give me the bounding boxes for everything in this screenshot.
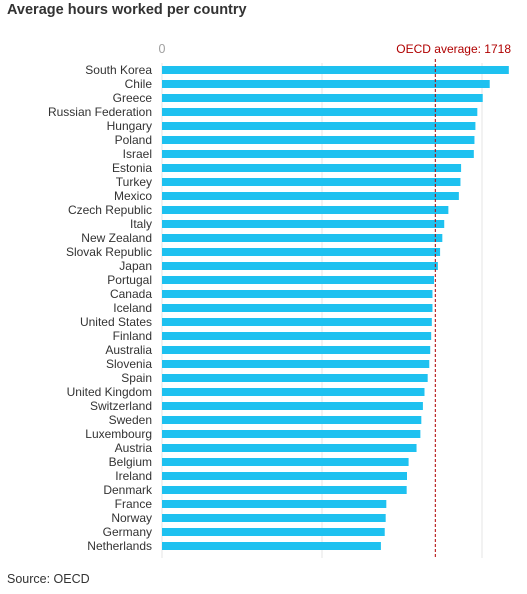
- bar: [162, 388, 425, 396]
- bar: [162, 178, 461, 186]
- bar: [162, 472, 407, 480]
- category-label: Slovak Republic: [66, 245, 152, 259]
- bar: [162, 528, 385, 536]
- bar: [162, 164, 462, 172]
- source-note: Source: OECD: [7, 572, 90, 586]
- bar: [162, 402, 423, 410]
- category-label: Russian Federation: [48, 105, 152, 119]
- bar: [162, 66, 509, 74]
- category-label: Turkey: [116, 175, 152, 189]
- bar: [162, 234, 443, 242]
- bar: [162, 290, 433, 298]
- category-label: Denmark: [103, 483, 153, 497]
- bar: [162, 486, 407, 494]
- bar: [162, 430, 421, 438]
- category-label: Greece: [113, 91, 153, 105]
- category-label: Switzerland: [90, 399, 152, 413]
- category-label: Austria: [115, 441, 153, 455]
- bar: [162, 150, 474, 158]
- bar: [162, 360, 430, 368]
- bar: [162, 304, 433, 312]
- category-label: Mexico: [114, 189, 152, 203]
- bar: [162, 318, 432, 326]
- category-label: Belgium: [109, 455, 152, 469]
- bar: [162, 122, 476, 130]
- category-label: South Korea: [85, 63, 152, 77]
- category-label: Canada: [110, 287, 152, 301]
- bar: [162, 514, 386, 522]
- category-label: Norway: [111, 511, 152, 525]
- category-label: Japan: [119, 259, 152, 273]
- category-label: Italy: [130, 217, 152, 231]
- x-tick-label: 0: [159, 42, 166, 56]
- category-label: New Zealand: [81, 231, 152, 245]
- category-label: Sweden: [109, 413, 152, 427]
- bar: [162, 374, 428, 382]
- category-label: Australia: [105, 343, 152, 357]
- category-label: Chile: [125, 77, 153, 91]
- category-label: Czech Republic: [68, 203, 152, 217]
- bar: [162, 542, 381, 550]
- reference-line-label: OECD average: 1718: [396, 42, 511, 56]
- bar: [162, 346, 431, 354]
- category-label: Israel: [123, 147, 152, 161]
- bar: [162, 248, 441, 256]
- bar: [162, 220, 445, 228]
- category-label: Poland: [115, 133, 152, 147]
- category-label: United States: [80, 315, 152, 329]
- chart-title: Average hours worked per country: [7, 2, 247, 18]
- bar: [162, 94, 483, 102]
- bar: [162, 262, 438, 270]
- category-label: Portugal: [107, 273, 152, 287]
- bar: [162, 444, 417, 452]
- bar: [162, 192, 459, 200]
- bar: [162, 500, 387, 508]
- bar: [162, 276, 435, 284]
- category-label: Luxembourg: [85, 427, 152, 441]
- bar: [162, 332, 432, 340]
- bar: [162, 80, 490, 88]
- bar: [162, 416, 422, 424]
- category-label: Ireland: [115, 469, 152, 483]
- category-label: Slovenia: [106, 357, 152, 371]
- category-label: Iceland: [113, 301, 152, 315]
- category-label: Spain: [121, 371, 152, 385]
- category-label: Finland: [113, 329, 152, 343]
- category-label: Germany: [103, 525, 152, 539]
- category-label: United Kingdom: [67, 385, 152, 399]
- bar: [162, 458, 409, 466]
- bar: [162, 108, 478, 116]
- bar: [162, 136, 475, 144]
- bar: [162, 206, 449, 214]
- category-label: Hungary: [107, 119, 152, 133]
- category-label: Netherlands: [87, 539, 152, 553]
- category-label: Estonia: [112, 161, 152, 175]
- category-label: France: [115, 497, 153, 511]
